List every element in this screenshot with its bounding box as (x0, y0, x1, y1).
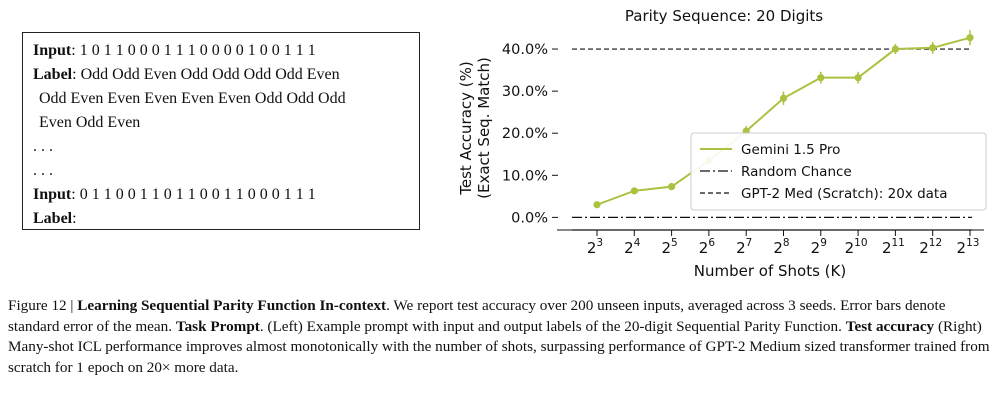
label-key: Label (33, 66, 73, 83)
data-point (630, 187, 638, 195)
ellipsis-2: . . . (33, 162, 53, 179)
label-value-1a: Odd Odd Even Odd Odd Odd Odd Even (80, 66, 340, 83)
example-prompt-box: Input: 1 0 1 1 0 0 0 1 1 1 0 0 0 0 1 0 0… (22, 32, 420, 230)
data-point (891, 45, 899, 53)
x-ticks: 23 24 25 26 27 28 29 210 211 212 213 (587, 230, 980, 257)
input-key: Input (33, 186, 72, 203)
x-tick-label: 23 (587, 237, 603, 257)
caption-task-prompt: Task Prompt (175, 317, 260, 335)
y-axis-label: Test Accuracy (%) (Exact Seq. Match) (457, 57, 493, 199)
input-value-1: 1 0 1 1 0 0 0 1 1 1 0 0 0 0 1 0 0 1 1 1 (79, 42, 316, 59)
data-point (593, 201, 601, 209)
x-tick-label: 26 (699, 237, 716, 257)
y-tick-label: 30.0% (502, 84, 548, 100)
caption-text-1: . We report test accuracy over 200 unsee… (8, 297, 946, 335)
input-value-2: 0 1 1 0 0 1 1 0 1 1 0 0 1 1 0 0 0 1 1 1 (79, 186, 316, 203)
y-tick-label: 40.0% (502, 42, 548, 58)
prompt-label-line-2: Label: (33, 210, 77, 227)
legend-label-gemini: Gemini 1.5 Pro (741, 142, 840, 158)
legend-box (690, 132, 987, 211)
parity-chart: Parity Sequence: 20 Digits Test Accuracy… (440, 0, 1000, 290)
data-point (668, 183, 676, 191)
prompt-input-line-1: Input: 1 0 1 1 0 0 0 1 1 1 0 0 0 0 1 0 0… (33, 42, 316, 59)
x-tick-label: 27 (736, 237, 752, 257)
x-tick-label: 212 (919, 237, 942, 257)
reference-lines (572, 48, 972, 218)
y-tick-label: 0.0% (511, 210, 548, 226)
x-tick-label: 28 (773, 237, 789, 257)
legend-label-gpt2: GPT-2 Med (Scratch): 20x data (741, 186, 948, 202)
label-value-1c: Even Odd Even (39, 114, 141, 131)
caption-figure-label: Figure 12 | (8, 297, 78, 314)
data-point (966, 34, 974, 42)
chart-title: Parity Sequence: 20 Digits (625, 7, 823, 25)
label-key: Label (33, 210, 73, 227)
x-tick-label: 210 (845, 237, 868, 257)
input-key: Input (33, 42, 72, 59)
chart-svg: Parity Sequence: 20 Digits Test Accuracy… (457, 7, 987, 280)
data-point (817, 74, 825, 82)
y-tick-label: 10.0% (502, 168, 548, 184)
chart-legend: Gemini 1.5 Pro Random Chance GPT-2 Med (… (690, 132, 987, 211)
x-tick-label: 213 (957, 237, 980, 257)
caption-text-3: (Right) Many-shot ICL performance improv… (8, 317, 990, 376)
ellipsis-1: . . . (33, 138, 53, 155)
legend-label-random: Random Chance (741, 164, 852, 180)
label-value-1b: Odd Even Even Even Even Even Odd Odd Odd (39, 90, 346, 107)
x-tick-label: 24 (624, 237, 641, 257)
figure-caption: Figure 12 | Learning Sequential Parity F… (8, 296, 994, 378)
y-axis-label-line-2: (Exact Seq. Match) (475, 57, 493, 199)
caption-text-2: . (Left) Example prompt with input and o… (259, 317, 846, 335)
y-tick-label: 20.0% (502, 126, 548, 142)
y-ticks: 0.0% 10.0% 20.0% 30.0% 40.0% (502, 42, 558, 226)
y-axis-label-line-1: Test Accuracy (%) (457, 61, 475, 196)
x-tick-label: 25 (661, 237, 677, 257)
prompt-input-line-2: Input: 0 1 1 0 0 1 1 0 1 1 0 0 1 1 0 0 0… (33, 186, 316, 203)
data-point (854, 74, 862, 82)
prompt-label-line-1: Label: Odd Odd Even Odd Odd Odd Odd Even (33, 66, 340, 83)
x-tick-label: 211 (882, 237, 905, 257)
caption-title: Learning Sequential Parity Function In-c… (77, 297, 387, 314)
x-axis-label: Number of Shots (K) (694, 262, 846, 280)
x-tick-label: 29 (811, 237, 827, 257)
data-point (929, 44, 937, 52)
data-point (779, 94, 788, 102)
caption-test-accuracy: Test accuracy (845, 317, 935, 335)
